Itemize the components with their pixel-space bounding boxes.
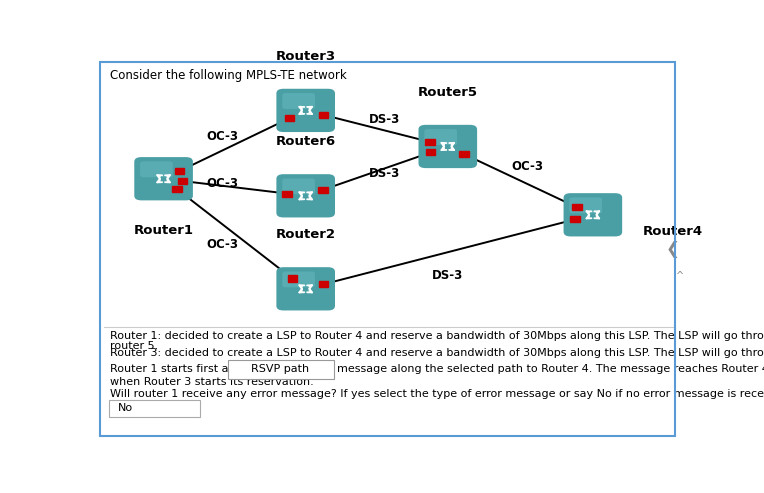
- Text: Router2: Router2: [276, 228, 335, 242]
- FancyBboxPatch shape: [459, 151, 468, 157]
- Text: Router5: Router5: [418, 86, 478, 99]
- FancyBboxPatch shape: [569, 198, 602, 213]
- Text: OC-3: OC-3: [207, 177, 239, 190]
- FancyBboxPatch shape: [109, 400, 200, 417]
- FancyBboxPatch shape: [570, 216, 580, 222]
- FancyBboxPatch shape: [283, 178, 315, 194]
- Text: Router6: Router6: [276, 136, 335, 148]
- FancyBboxPatch shape: [318, 187, 328, 193]
- Text: Router 3: decided to create a LSP to Router 4 and reserve a bandwidth of 30Mbps : Router 3: decided to create a LSP to Rou…: [110, 348, 764, 357]
- FancyBboxPatch shape: [319, 112, 329, 118]
- FancyBboxPatch shape: [277, 174, 335, 217]
- Text: Router4: Router4: [643, 225, 704, 239]
- FancyBboxPatch shape: [283, 272, 315, 287]
- FancyBboxPatch shape: [572, 204, 581, 210]
- FancyBboxPatch shape: [425, 139, 435, 145]
- Text: Will router 1 receive any error message? If yes select the type of error message: Will router 1 receive any error message?…: [110, 389, 764, 399]
- Text: ❮: ❮: [666, 240, 680, 258]
- Text: RSVP path: RSVP path: [251, 364, 309, 374]
- Text: Consider the following MPLS-TE network: Consider the following MPLS-TE network: [110, 69, 347, 82]
- Text: ^: ^: [676, 271, 685, 281]
- FancyBboxPatch shape: [277, 267, 335, 311]
- FancyBboxPatch shape: [172, 186, 182, 192]
- FancyBboxPatch shape: [288, 276, 297, 282]
- Text: Router1: Router1: [134, 224, 193, 237]
- FancyBboxPatch shape: [319, 281, 329, 287]
- Text: OC-3: OC-3: [207, 130, 239, 143]
- Text: router 5.: router 5.: [110, 341, 159, 351]
- FancyBboxPatch shape: [419, 125, 477, 168]
- Text: DS-3: DS-3: [369, 167, 400, 180]
- Text: Router 1 starts first and sends a: Router 1 starts first and sends a: [110, 364, 290, 374]
- FancyBboxPatch shape: [425, 129, 457, 145]
- FancyBboxPatch shape: [175, 168, 184, 174]
- Text: OC-3: OC-3: [512, 160, 544, 173]
- FancyBboxPatch shape: [283, 93, 315, 109]
- Text: Router 1: decided to create a LSP to Router 4 and reserve a bandwidth of 30Mbps : Router 1: decided to create a LSP to Rou…: [110, 331, 764, 341]
- FancyBboxPatch shape: [228, 360, 334, 379]
- FancyBboxPatch shape: [285, 115, 294, 121]
- FancyBboxPatch shape: [426, 149, 435, 155]
- Text: when Router 3 starts its reservation.: when Router 3 starts its reservation.: [110, 377, 314, 387]
- FancyBboxPatch shape: [134, 157, 193, 200]
- Text: OC-3: OC-3: [207, 238, 239, 251]
- Text: Router3: Router3: [276, 50, 335, 63]
- Text: DS-3: DS-3: [369, 113, 400, 126]
- FancyBboxPatch shape: [283, 190, 292, 197]
- Text: DS-3: DS-3: [432, 269, 464, 282]
- Text: No: No: [118, 403, 132, 414]
- FancyBboxPatch shape: [141, 162, 173, 177]
- FancyBboxPatch shape: [177, 178, 187, 184]
- FancyBboxPatch shape: [277, 89, 335, 132]
- Text: message along the selected path to Router 4. The message reaches Router 4: message along the selected path to Route…: [337, 364, 764, 374]
- FancyBboxPatch shape: [564, 193, 622, 237]
